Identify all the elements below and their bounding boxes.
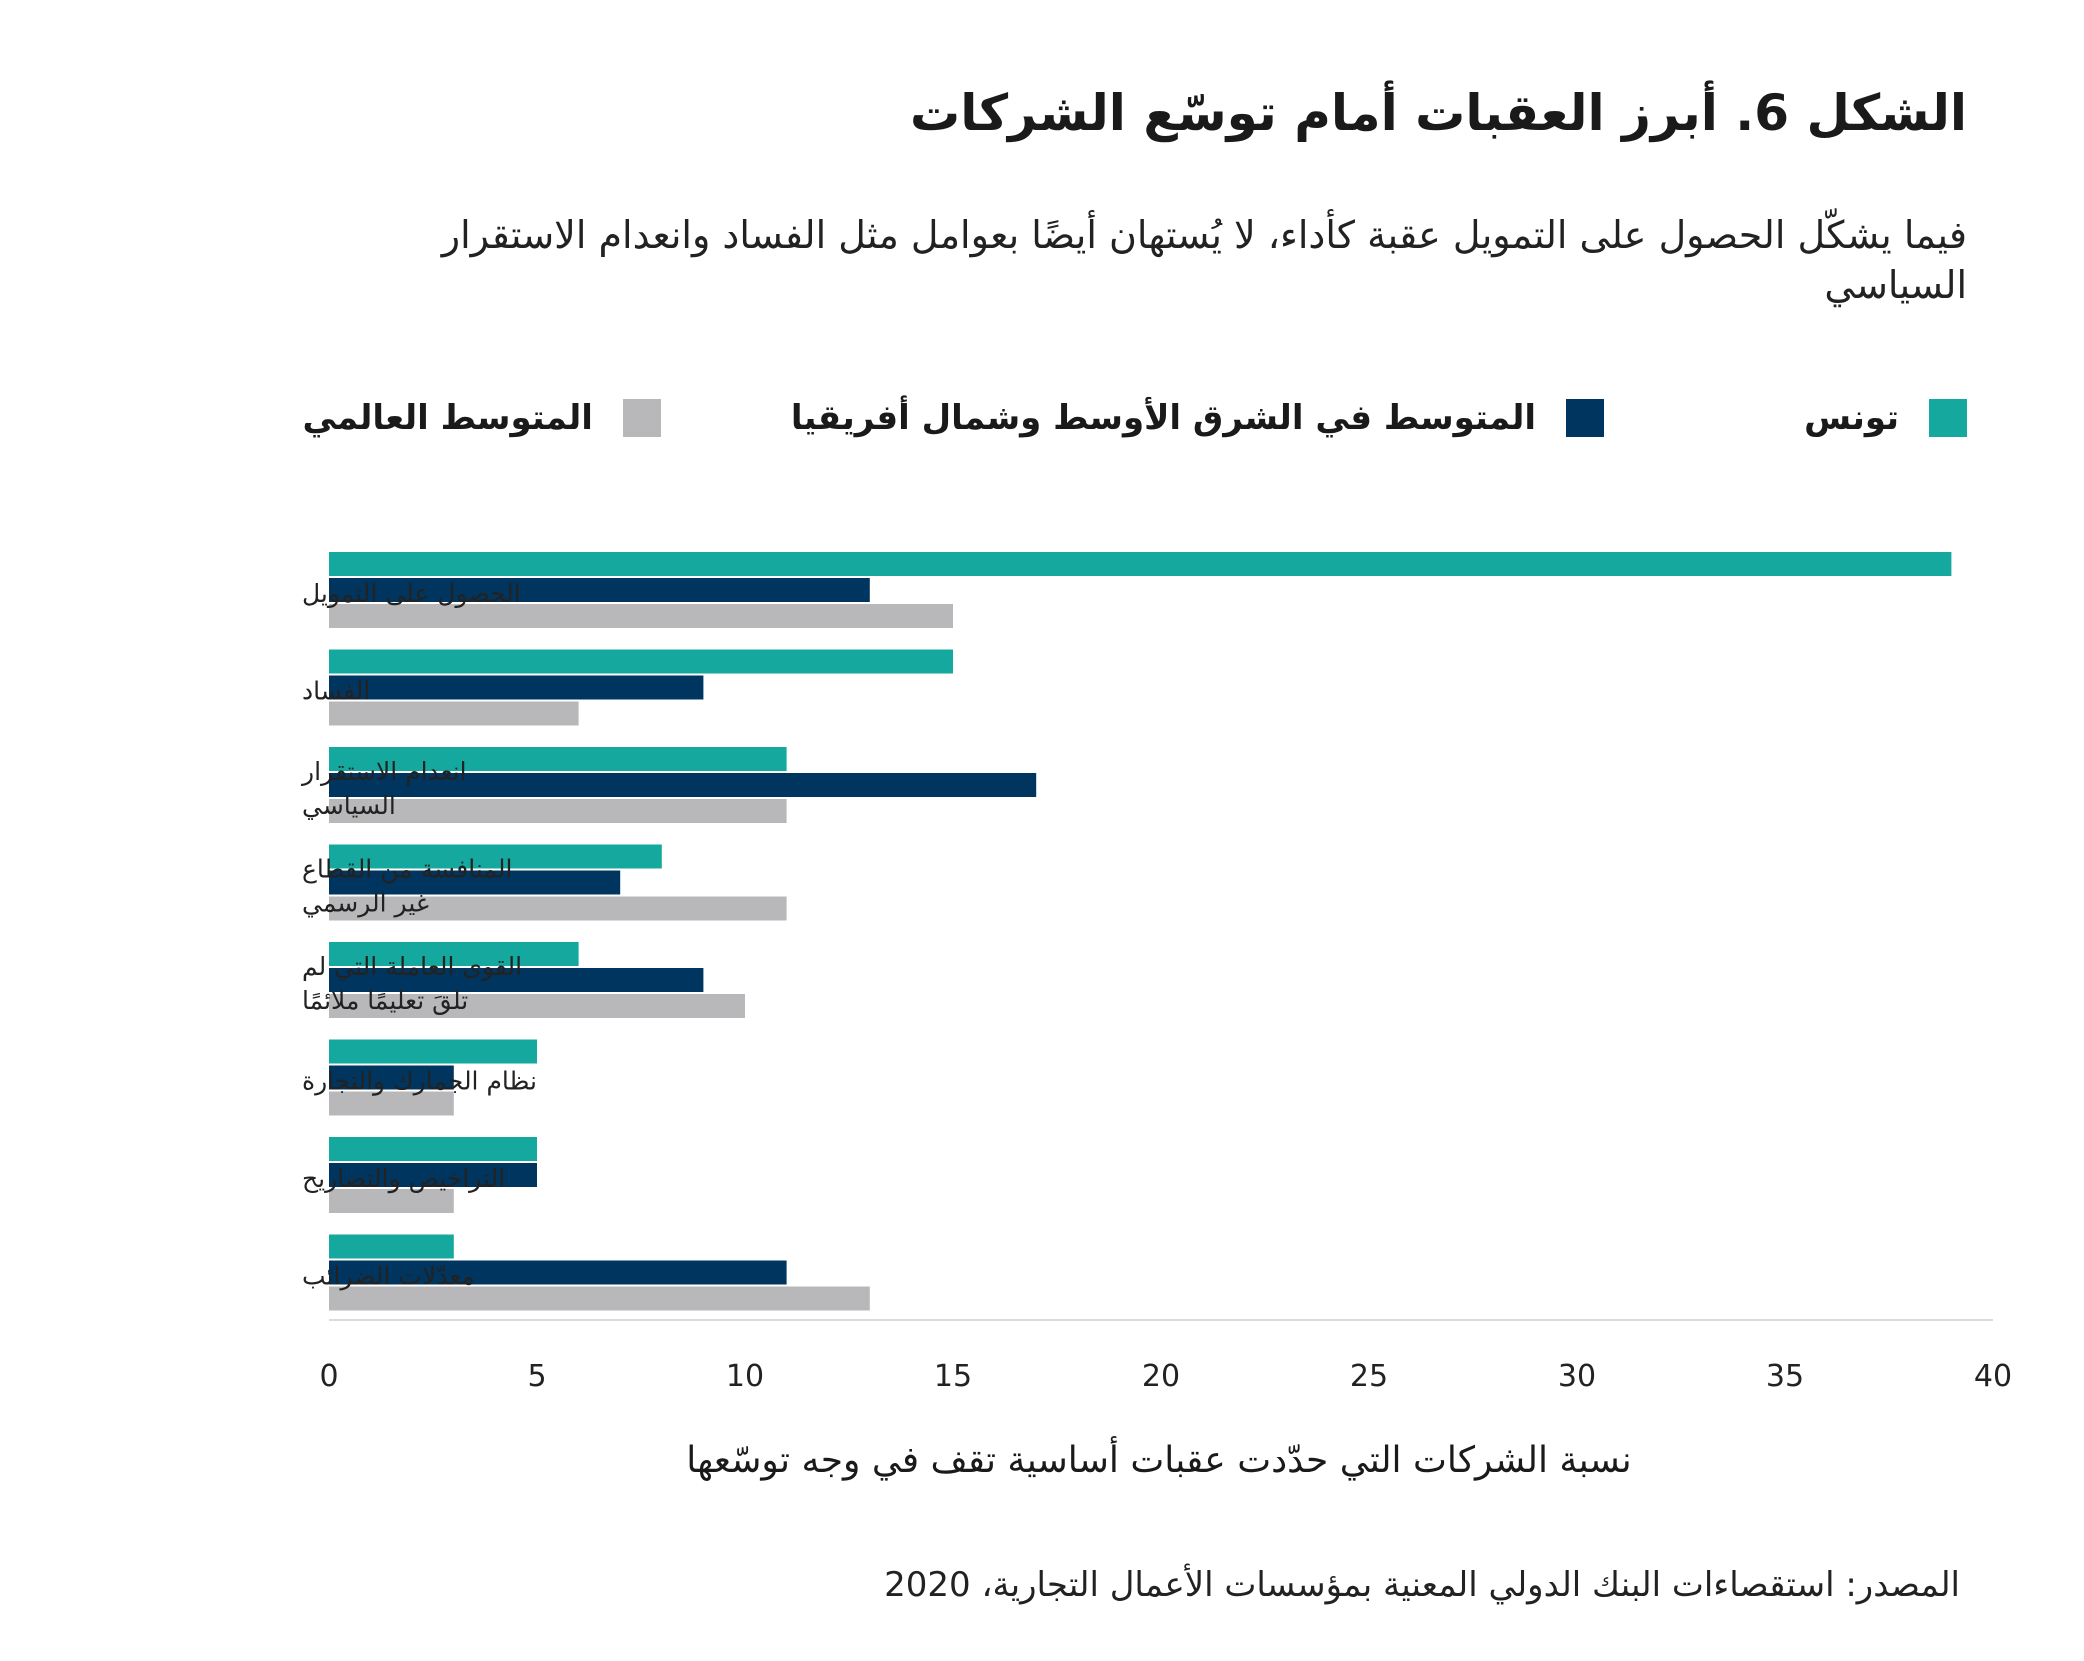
category-label: التراخيص والتصاريح: [302, 1164, 505, 1194]
bar: [329, 1163, 537, 1187]
x-tick-label: 10: [726, 1359, 764, 1394]
legend-swatch: [622, 399, 661, 437]
x-tick-label: 15: [934, 1359, 972, 1394]
category-label: معدّلات الضرائب: [302, 1262, 475, 1291]
category-label: القوى العاملة التي لم: [302, 952, 522, 982]
category-label: الحصول على التمويل: [302, 579, 521, 608]
bar: [329, 968, 704, 992]
bar: [329, 994, 745, 1018]
bar: [329, 747, 787, 771]
legend-item-mena: المتوسط في الشرق الأوسط وشمال أفريقيا: [790, 398, 1605, 438]
x-tick-label: 0: [319, 1359, 338, 1394]
bar: [329, 1234, 454, 1259]
bar: [329, 896, 787, 921]
bar: [329, 844, 662, 869]
bar: [329, 870, 621, 895]
bar: [329, 1065, 454, 1090]
bar: [329, 675, 704, 700]
bar: [329, 942, 579, 966]
category-label: نظام الجمارك والتجارة: [302, 1067, 537, 1097]
legend-label: المتوسط في الشرق الأوسط وشمال أفريقيا: [790, 398, 1537, 438]
bar: [329, 552, 1952, 576]
category-label: انعدام الاستقرار: [300, 757, 467, 786]
x-tick-label: 20: [1142, 1359, 1180, 1394]
bar: [329, 799, 787, 823]
bar: [329, 649, 953, 674]
x-tick-label: 25: [1350, 1359, 1388, 1394]
x-tick-label: 30: [1558, 1359, 1596, 1394]
x-tick-label: 35: [1766, 1359, 1804, 1394]
bar: [329, 578, 870, 602]
bar: [329, 1137, 537, 1161]
bar: [329, 773, 1037, 797]
bar: [329, 1091, 454, 1116]
x-axis-label: نسبة الشركات التي حدّدت عقبات أساسية تقف…: [686, 1440, 1632, 1481]
bar: [329, 604, 953, 628]
legend: تونس المتوسط في الشرق الأوسط وشمال أفريق…: [302, 398, 1967, 438]
category-label: السياسي: [302, 791, 396, 820]
bar: [329, 1286, 870, 1311]
legend-label: تونس: [1804, 398, 1899, 438]
bar: [329, 701, 579, 726]
x-tick-label: 5: [527, 1359, 546, 1394]
category-label: المنافسة من القطاع: [302, 855, 512, 884]
chart-subtitle: فيما يشكّل الحصول على التمويل عقبة كأداء…: [441, 213, 1967, 307]
legend-swatch: [1566, 399, 1605, 437]
legend-label: المتوسط العالمي: [302, 398, 593, 438]
category-label: تلقَ تعليمًا ملائمًا: [302, 986, 468, 1015]
category-label: غير الرسمي: [302, 889, 429, 918]
bar: [329, 1189, 454, 1213]
chart-title: الشكل 6. أبرز العقبات أمام توسّع الشركات: [909, 84, 1967, 142]
source-note: المصدر: استقصاءات البنك الدولي المعنية ب…: [884, 1565, 1960, 1605]
legend-item-world: المتوسط العالمي: [302, 398, 661, 438]
bar: [329, 1039, 537, 1064]
legend-swatch: [1929, 399, 1967, 437]
bar: [329, 1260, 787, 1285]
x-tick-label: 40: [1974, 1359, 2012, 1394]
category-label: الفساد: [302, 677, 370, 706]
legend-item-tunisia: تونس: [1804, 398, 1967, 438]
